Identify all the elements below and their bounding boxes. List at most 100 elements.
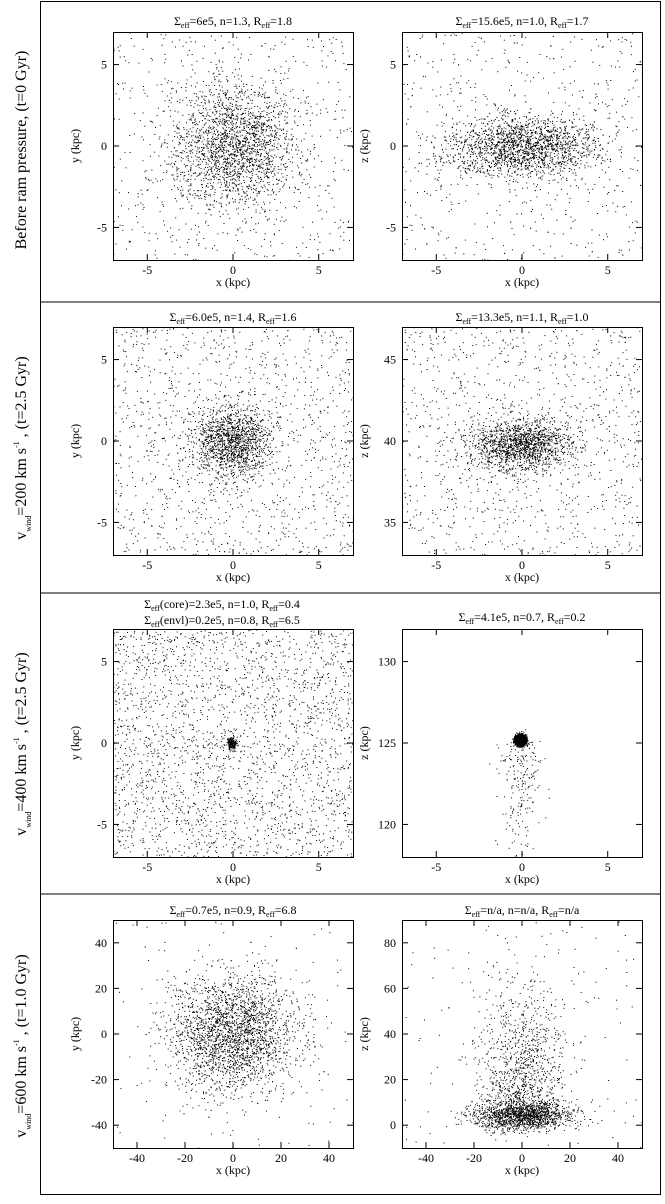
- scatter-point: [278, 113, 279, 114]
- scatter-point: [538, 142, 539, 143]
- title-7-asub: eff: [472, 910, 481, 919]
- scatter-point: [486, 143, 487, 144]
- scatter-point: [561, 114, 562, 115]
- scatter-point: [462, 150, 463, 151]
- scatter-point: [520, 128, 521, 129]
- scatter-point: [226, 141, 227, 142]
- scatter-point: [229, 173, 230, 174]
- scatter-point: [545, 137, 546, 138]
- scatter-point: [224, 168, 225, 169]
- scatter-point: [211, 62, 212, 63]
- scatter-point: [335, 111, 336, 112]
- title-7-a: Σ: [465, 903, 472, 917]
- scatter-point: [219, 123, 220, 124]
- scatter-point: [286, 148, 287, 149]
- scatter-point: [536, 231, 537, 232]
- scatter-point: [549, 163, 550, 164]
- scatter-point: [259, 182, 260, 183]
- scatter-point: [164, 54, 165, 55]
- scatter-point: [232, 171, 233, 172]
- scatter-point: [256, 116, 257, 117]
- scatter-point: [199, 232, 200, 233]
- scatter-point: [179, 99, 180, 100]
- scatter-point: [219, 146, 220, 147]
- scatter-point: [542, 150, 543, 151]
- scatter-point: [285, 37, 286, 38]
- scatter-point: [188, 174, 189, 175]
- scatter-point: [529, 163, 530, 164]
- scatter-point: [473, 131, 474, 132]
- scatter-point: [616, 112, 617, 113]
- scatter-point: [478, 145, 479, 146]
- scatter-point: [119, 192, 120, 193]
- scatter-point: [289, 153, 290, 154]
- scatter-point: [254, 253, 255, 254]
- scatter-point: [281, 160, 282, 161]
- scatter-point: [232, 190, 233, 191]
- scatter-point: [415, 249, 416, 250]
- scatter-point: [233, 123, 234, 124]
- scatter-point: [226, 108, 227, 109]
- scatter-point: [501, 165, 502, 166]
- scatter-point: [178, 144, 179, 145]
- scatter-point: [476, 55, 477, 56]
- scatter-point: [251, 189, 252, 190]
- scatter-point: [509, 132, 510, 133]
- scatter-point: [242, 163, 243, 164]
- scatter-point: [241, 75, 242, 76]
- scatter-point: [535, 150, 536, 151]
- scatter-point: [550, 155, 551, 156]
- scatter-point: [181, 61, 182, 62]
- scatter-point: [335, 222, 336, 223]
- scatter-point: [592, 189, 593, 190]
- scatter-point: [203, 154, 204, 155]
- scatter-point: [167, 231, 168, 232]
- scatter-point: [306, 169, 307, 170]
- scatter-point: [484, 173, 485, 174]
- title-4a-a: Σ: [144, 597, 151, 611]
- scatter-point: [604, 187, 605, 188]
- scatter-point: [342, 110, 343, 111]
- scatter-point: [205, 131, 206, 132]
- scatter-point: [591, 151, 592, 152]
- scatter-point: [152, 182, 153, 183]
- scatter-point: [614, 190, 615, 191]
- scatter-point: [491, 142, 492, 143]
- scatter-point: [262, 209, 263, 210]
- scatter-point: [228, 187, 229, 188]
- scatter-point: [506, 151, 507, 152]
- scatter-point: [275, 117, 276, 118]
- scatter-point: [323, 46, 324, 47]
- scatter-point: [320, 113, 321, 114]
- scatter-point: [275, 87, 276, 88]
- scatter-point: [207, 171, 208, 172]
- scatter-point: [520, 122, 521, 123]
- scatter-point: [575, 144, 576, 145]
- scatter-point: [548, 149, 549, 150]
- scatter-point: [497, 71, 498, 72]
- scatter-point: [279, 103, 280, 104]
- scatter-point: [245, 121, 246, 122]
- scatter-point: [235, 143, 236, 144]
- scatter-point: [332, 250, 333, 251]
- scatter-point: [250, 148, 251, 149]
- scatter-point: [221, 139, 222, 140]
- scatter-point: [271, 166, 272, 167]
- scatter-point: [535, 222, 536, 223]
- scatter-point: [191, 100, 192, 101]
- scatter-point: [218, 138, 219, 139]
- scatter-point: [179, 229, 180, 230]
- scatter-point: [274, 149, 275, 150]
- scatter-point: [226, 135, 227, 136]
- scatter-point: [491, 145, 492, 146]
- scatter-point: [226, 204, 227, 205]
- scatter-point: [214, 163, 215, 164]
- scatter-point: [186, 142, 187, 143]
- scatter-point: [450, 88, 451, 89]
- scatter-point: [586, 149, 587, 150]
- scatter-point: [268, 106, 269, 107]
- scatter-point: [504, 163, 505, 164]
- scatter-point: [214, 76, 215, 77]
- scatter-point: [227, 233, 228, 234]
- scatter-point: [495, 146, 496, 147]
